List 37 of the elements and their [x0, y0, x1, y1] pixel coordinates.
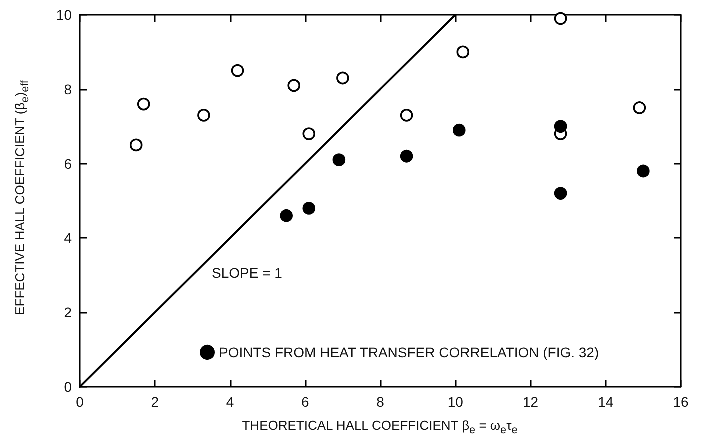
- point: [554, 187, 568, 200]
- point: [302, 128, 316, 140]
- x-tick-label: 0: [76, 394, 84, 410]
- point: [130, 138, 143, 152]
- point: [332, 154, 346, 166]
- x-tick-label: 6: [301, 394, 310, 410]
- point: [336, 72, 350, 85]
- x-tick-label: 12: [522, 394, 539, 410]
- y-tick-label: 10: [56, 7, 72, 23]
- point: [400, 109, 414, 122]
- x-tick-label: 4: [226, 394, 234, 410]
- annotation: SLOPE = 1: [212, 265, 283, 281]
- y-tick-label: 6: [64, 156, 72, 172]
- y-tick-label: 4: [64, 230, 72, 246]
- x-axis-title: THEORETICAL HALL COEFFICIENT β$_{e}$ = ω$_{e}$τ$_{e}$: [242, 418, 518, 437]
- y-tick-label: 8: [64, 81, 72, 98]
- x-tick-label: 10: [448, 394, 464, 410]
- point: [554, 120, 568, 133]
- x-tick-label: 2: [151, 394, 160, 410]
- point: [400, 150, 414, 163]
- point: [198, 109, 210, 122]
- point: [452, 124, 466, 137]
- point: [633, 102, 646, 114]
- point: [288, 79, 301, 92]
- y-tick-label: 0: [64, 379, 72, 395]
- legend-label: POINTS FROM HEAT TRANSFER CORRELATION (FIG. 32): [219, 344, 600, 360]
- point: [637, 164, 650, 178]
- x-tick-label: 14: [598, 394, 614, 410]
- y-tick-label: 2: [64, 304, 72, 321]
- x-tick-label: 8: [376, 394, 385, 410]
- point: [137, 98, 150, 111]
- point: [554, 12, 568, 26]
- point: [302, 202, 316, 215]
- point: [280, 209, 293, 222]
- x-tick-label: 16: [673, 394, 689, 410]
- point: [231, 64, 244, 78]
- point: [456, 46, 470, 59]
